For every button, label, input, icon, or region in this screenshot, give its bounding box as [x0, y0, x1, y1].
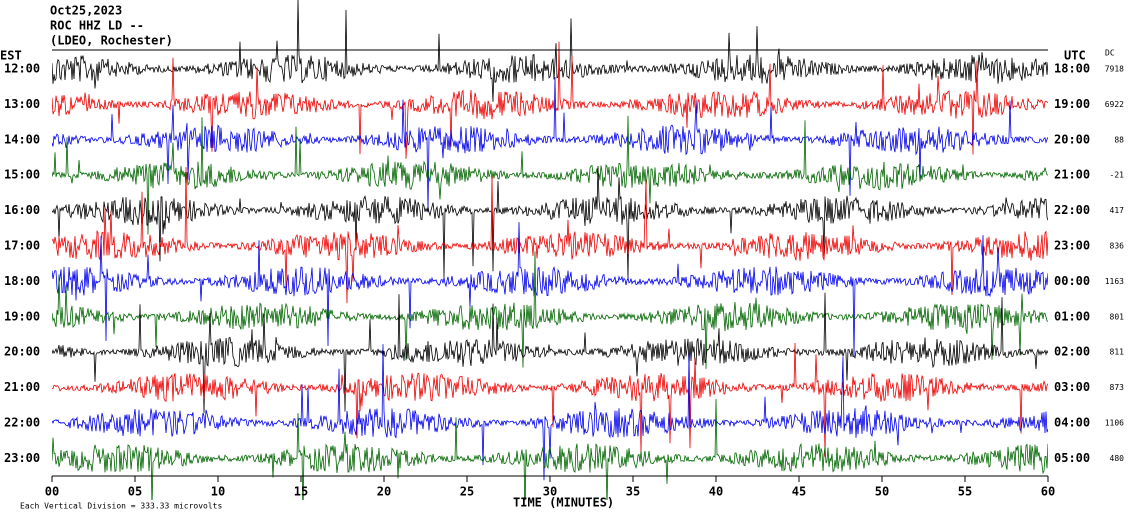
trace — [52, 251, 1048, 369]
dc-value: 480 — [1110, 454, 1125, 463]
dc-value: 417 — [1110, 206, 1125, 215]
station: ROC HHZ LD -- — [50, 19, 144, 33]
trace — [52, 222, 1048, 357]
dc-value: 801 — [1110, 312, 1125, 321]
utc-label: 21:00 — [1054, 168, 1090, 182]
trace — [52, 77, 1048, 212]
dc-value: 6922 — [1105, 100, 1124, 109]
trace — [52, 0, 1048, 102]
dc-value: 836 — [1110, 242, 1125, 251]
utc-label: 22:00 — [1054, 203, 1090, 217]
est-label: 20:00 — [4, 345, 40, 359]
utc-label: 02:00 — [1054, 345, 1090, 359]
x-tick-label: 15 — [294, 485, 308, 499]
network: (LDEO, Rochester) — [50, 34, 173, 48]
utc-label: 03:00 — [1054, 380, 1090, 394]
x-tick-label: 30 — [543, 485, 557, 499]
footer: Each Vertical Division = 333.33 microvol… — [20, 502, 222, 511]
trace — [52, 41, 1048, 159]
dc-value: 7918 — [1105, 65, 1124, 74]
utc-label: 01:00 — [1054, 309, 1090, 323]
est-label: 15:00 — [4, 168, 40, 182]
est-label: 14:00 — [4, 132, 40, 146]
x-tick-label: 45 — [792, 485, 806, 499]
x-tick-label: 05 — [128, 485, 142, 499]
dc-value: 811 — [1110, 348, 1125, 357]
dc-value: 1106 — [1105, 419, 1124, 428]
date: Oct25,2023 — [50, 4, 122, 18]
est-label: 21:00 — [4, 380, 40, 394]
est-label: 18:00 — [4, 274, 40, 288]
est-label: 13:00 — [4, 97, 40, 111]
trace — [52, 344, 1048, 481]
est-label: 23:00 — [4, 451, 40, 465]
dc-title: DC — [1105, 49, 1115, 58]
est-label: 19:00 — [4, 309, 40, 323]
utc-label: 19:00 — [1054, 97, 1090, 111]
trace — [52, 292, 1048, 414]
trace — [52, 165, 1048, 280]
x-axis-title: TIME (MINUTES) — [513, 496, 614, 510]
est-label: 17:00 — [4, 239, 40, 253]
x-tick-label: 50 — [875, 485, 889, 499]
est-label: 22:00 — [4, 416, 40, 430]
utc-label: 00:00 — [1054, 274, 1090, 288]
trace — [52, 399, 1048, 500]
x-tick-label: 55 — [958, 485, 972, 499]
est-label: 12:00 — [4, 62, 40, 76]
dc-value: -21 — [1110, 171, 1125, 180]
x-tick-label: 20 — [377, 485, 391, 499]
dc-value: 1163 — [1105, 277, 1124, 286]
est-label: 16:00 — [4, 203, 40, 217]
x-tick-label: 35 — [626, 485, 640, 499]
x-tick-label: 00 — [45, 485, 59, 499]
seismic-traces — [52, 0, 1048, 500]
x-tick-label: 60 — [1041, 485, 1055, 499]
utc-label: 05:00 — [1054, 451, 1090, 465]
dc-value: 88 — [1114, 135, 1124, 144]
trace — [52, 342, 1048, 457]
utc-label: 04:00 — [1054, 416, 1090, 430]
utc-label: 23:00 — [1054, 239, 1090, 253]
trace — [52, 115, 1048, 235]
x-tick-label: 25 — [460, 485, 474, 499]
utc-label: 18:00 — [1054, 62, 1090, 76]
utc-label: 20:00 — [1054, 132, 1090, 146]
est-title: EST — [0, 49, 22, 63]
x-tick-label: 10 — [211, 485, 225, 499]
x-tick-label: 40 — [709, 485, 723, 499]
trace — [52, 167, 1048, 304]
dc-value: 873 — [1110, 383, 1125, 392]
utc-title: UTC — [1064, 49, 1086, 63]
